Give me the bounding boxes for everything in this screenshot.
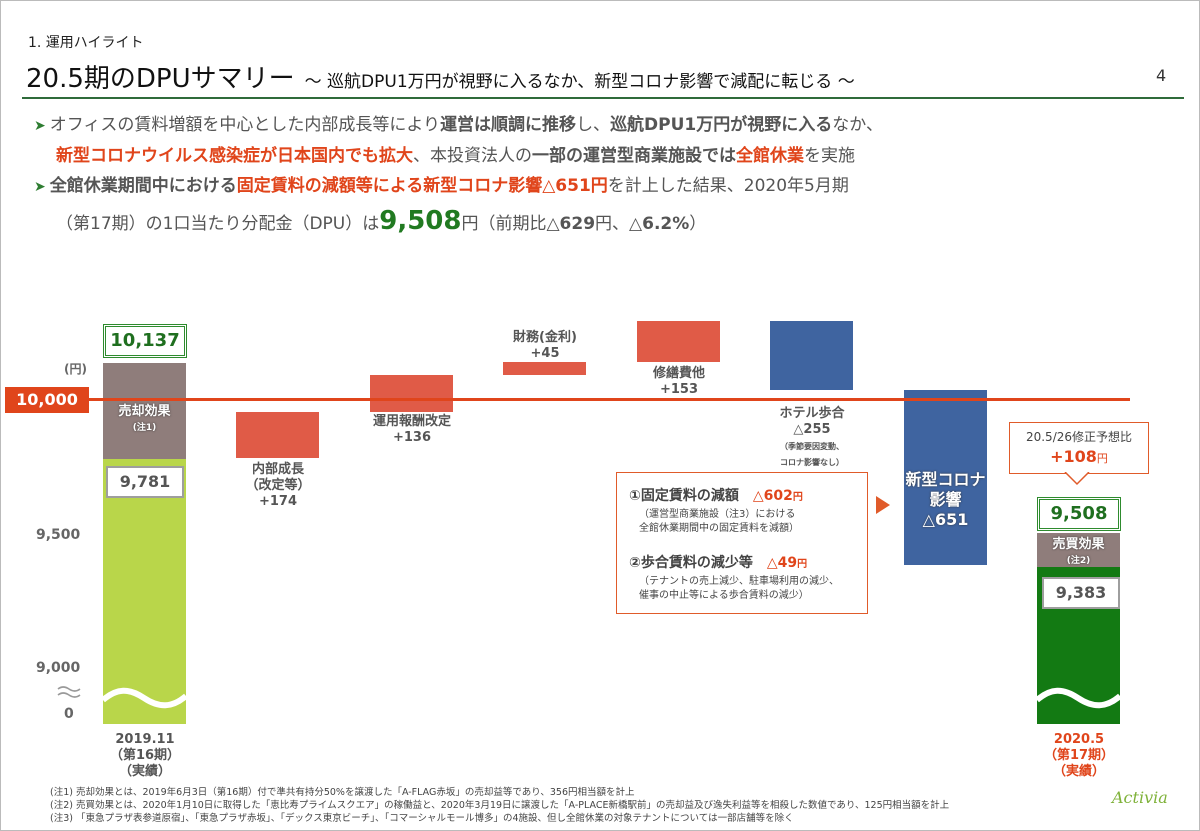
label-covid-impact: 新型コロナ 影響 △651 (905, 470, 986, 529)
bullet-1-line-2: 新型コロナウイルス感染症が日本国内でも拡大、本投資法人の一部の運営型商業施設では… (56, 146, 855, 166)
label-repairs: 修繕費他 +153 (652, 366, 705, 397)
title-main: 20.5期のDPUサマリー (26, 64, 295, 94)
end-total-value: 9,508 (1037, 497, 1121, 531)
footnote-1: (注1) 売却効果とは、2019年6月3日（第16期）付で準共有持分50%を譲渡… (50, 787, 635, 798)
page-number: 4 (1156, 66, 1167, 85)
forecast-callout: 20.5/26修正予想比 +108円 (1009, 422, 1149, 474)
label-finance: 財務(金利) +45 (513, 330, 577, 361)
title-subtitle: ～ 巡航DPU1万円が視野に入るなか、新型コロナ影響で減配に転じる ～ (304, 72, 855, 92)
label-management-fee: 運用報酬改定 +136 (372, 414, 451, 445)
label-hotel-variable-rent: ホテル歩合 △255 （季節要因変動、 コロナ影響なし） (779, 406, 845, 467)
footnote-2: (注2) 売買効果とは、2020年1月10日に取得した「恵比寿プライムスクエア」… (50, 800, 950, 811)
forecast-value: +108円 (1050, 447, 1108, 466)
section-label: 1. 運用ハイライト (28, 35, 144, 51)
footnote-3: (注3) 「東急プラザ表参道原宿」、「東急プラザ赤坂」、「デックス東京ビーチ」、… (50, 813, 794, 824)
axis-break-icon (57, 686, 81, 698)
y-tick-9000: 9,000 (36, 660, 81, 676)
x-label-start: 2019.11 （第16期） （実績） (109, 732, 181, 779)
bar-covid-impact (904, 390, 987, 565)
bar-finance (503, 362, 586, 375)
bullet-2-line-2: （第17期）の1口当たり分配金（DPU）は9,508円（前期比△629円、△6.… (56, 206, 707, 236)
breakdown-item-2: ②歩合賃料の減少等 △49円 (629, 555, 808, 571)
breakdown-item-2-note: （テナントの売上減少、駐車場利用の減少、 催事の中止等による歩合賃料の減少） (639, 576, 839, 601)
start-base-value: 9,781 (106, 466, 184, 498)
bar-repairs (637, 321, 720, 362)
reference-line-10000 (86, 398, 1130, 401)
bar-hotel-variable-rent (770, 321, 853, 390)
start-total-value: 10,137 (103, 324, 187, 358)
bullet-1-line-1: ➤ オフィスの賃料増額を中心とした内部成長等により運営は順調に推移し、巡航DPU1… (34, 115, 883, 135)
bullet-2-line-1: ➤ 全館休業期間中における固定賃料の減額等による新型コロナ影響△651円を計上した… (34, 176, 849, 196)
sale-effect-label: 売却効果 (注1) (118, 404, 171, 433)
reference-line-label: 10,000 (5, 387, 89, 413)
forecast-callout-pointer (1064, 472, 1090, 486)
y-axis-unit: (円) (64, 362, 87, 376)
covid-breakdown-box: ①固定賃料の減額 △602円 （運営型商業施設（注3）における 全館休業期間中の固… (616, 472, 868, 614)
bar-end-sale-effect (1037, 533, 1120, 567)
forecast-label: 20.5/26修正予想比 (1025, 430, 1133, 444)
bar-start-sale-effect (103, 363, 186, 459)
end-base-value: 9,383 (1042, 577, 1120, 609)
bullet-arrow-icon: ➤ (34, 118, 46, 134)
sale-effect-label-end: 売買効果 (注2) (1052, 537, 1105, 566)
company-logo: Activia (1112, 788, 1168, 807)
breakdown-item-1-note: （運営型商業施設（注3）における 全館休業期間中の固定賃料を減額） (639, 509, 799, 534)
x-label-end: 2020.5 （第17期） （実績） (1043, 732, 1115, 779)
bar-start-base (103, 459, 186, 724)
breakdown-arrow-icon (876, 496, 890, 514)
break-wave-start (103, 687, 186, 709)
bar-management-fee (370, 375, 453, 412)
bullet-arrow-icon: ➤ (34, 179, 46, 195)
bar-internal-growth (236, 412, 319, 458)
page-title: 20.5期のDPUサマリー ～ 巡航DPU1万円が視野に入るなか、新型コロナ影響で… (26, 58, 855, 95)
title-divider (22, 97, 1184, 99)
breakdown-item-1: ①固定賃料の減額 △602円 (629, 488, 803, 504)
label-internal-growth: 内部成長 （改定等） +174 (245, 462, 311, 509)
y-tick-0: 0 (64, 706, 74, 722)
break-wave-end (1037, 687, 1120, 709)
y-tick-9500: 9,500 (36, 527, 81, 543)
summary-bullets: ➤ オフィスの賃料増額を中心とした内部成長等により運営は順調に推移し、巡航DPU1… (34, 110, 1174, 239)
